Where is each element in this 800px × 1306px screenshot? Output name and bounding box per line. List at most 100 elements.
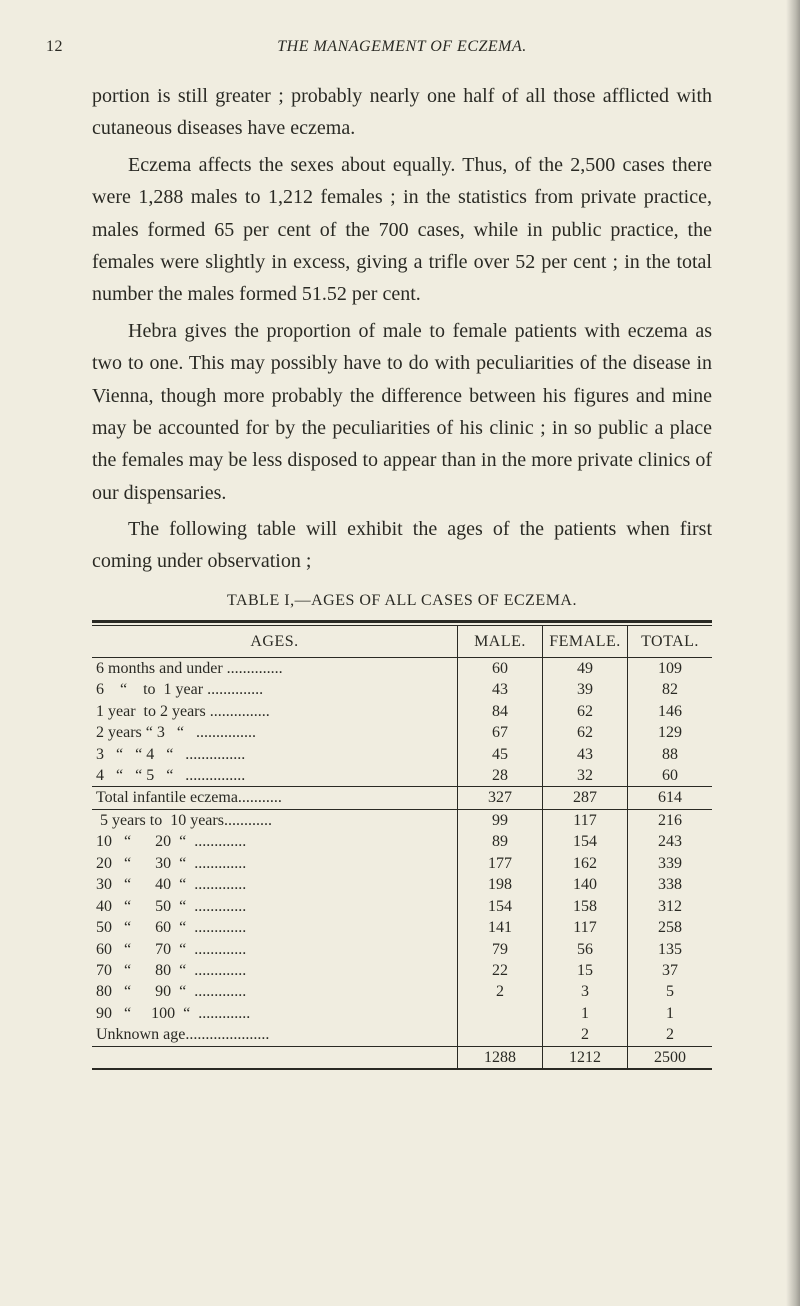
table-header-row: AGES. MALE. FEMALE. TOTAL.	[92, 626, 712, 658]
female-cell: 1	[543, 1003, 628, 1024]
male-cell: 22	[458, 960, 543, 981]
age-label: 80 “ 90 “ .............	[92, 981, 458, 1002]
table-row: 70 “ 80 “ .............221537	[92, 960, 712, 981]
male-cell: 67	[458, 722, 543, 743]
total-cell: 5	[628, 981, 713, 1002]
total-cell: 216	[628, 809, 713, 831]
female-cell: 140	[543, 874, 628, 895]
male-cell: 79	[458, 939, 543, 960]
table-row: 40 “ 50 “ .............154158312	[92, 896, 712, 917]
table-row: 128812122500	[92, 1046, 712, 1068]
female-cell: 43	[543, 744, 628, 765]
table-row: 1 year to 2 years ...............8462146	[92, 701, 712, 722]
total-cell: 1	[628, 1003, 713, 1024]
total-cell: 129	[628, 722, 713, 743]
page-right-shadow	[786, 0, 800, 1306]
age-label: 3 “ “ 4 “ ...............	[92, 744, 458, 765]
female-cell: 62	[543, 701, 628, 722]
th-male: MALE.	[458, 626, 543, 658]
female-cell: 62	[543, 722, 628, 743]
page-number: 12	[46, 38, 63, 56]
female-cell: 117	[543, 809, 628, 831]
male-cell: 99	[458, 809, 543, 831]
total-cell: 258	[628, 917, 713, 938]
th-female: FEMALE.	[543, 626, 628, 658]
total-cell: 243	[628, 831, 713, 852]
table-row: 30 “ 40 “ .............198140338	[92, 874, 712, 895]
female-cell: 49	[543, 657, 628, 679]
table-row: 80 “ 90 “ .............235	[92, 981, 712, 1002]
male-cell	[458, 1003, 543, 1024]
age-label: 30 “ 40 “ .............	[92, 874, 458, 895]
table-row: 20 “ 30 “ .............177162339	[92, 853, 712, 874]
female-cell: 2	[543, 1024, 628, 1046]
male-cell: 327	[458, 787, 543, 809]
table-row: 5 years to 10 years............99117216	[92, 809, 712, 831]
total-cell: 82	[628, 679, 713, 700]
total-cell: 146	[628, 701, 713, 722]
age-label: 10 “ 20 “ .............	[92, 831, 458, 852]
table-row: Unknown age..................... 22	[92, 1024, 712, 1046]
running-title: THE MANAGEMENT OF ECZEMA.	[277, 38, 527, 55]
age-label: 20 “ 30 “ .............	[92, 853, 458, 874]
table-row: 10 “ 20 “ .............89154243	[92, 831, 712, 852]
male-cell: 89	[458, 831, 543, 852]
female-cell: 154	[543, 831, 628, 852]
male-cell: 28	[458, 765, 543, 787]
paragraph-2: Eczema affects the sexes about equally. …	[92, 149, 712, 311]
age-label: 5 years to 10 years............	[92, 809, 458, 831]
age-label: Unknown age.....................	[92, 1024, 458, 1046]
total-cell: 135	[628, 939, 713, 960]
th-total: TOTAL.	[628, 626, 713, 658]
total-cell: 88	[628, 744, 713, 765]
female-cell: 117	[543, 917, 628, 938]
table-row: 2 years “ 3 “ ...............6762129	[92, 722, 712, 743]
female-cell: 3	[543, 981, 628, 1002]
female-cell: 56	[543, 939, 628, 960]
total-cell: 338	[628, 874, 713, 895]
table-row: 4 “ “ 5 “ ...............283260	[92, 765, 712, 787]
age-label: 40 “ 50 “ .............	[92, 896, 458, 917]
male-cell: 84	[458, 701, 543, 722]
total-cell: 37	[628, 960, 713, 981]
th-ages: AGES.	[92, 626, 458, 658]
female-cell: 162	[543, 853, 628, 874]
female-cell: 158	[543, 896, 628, 917]
male-cell: 43	[458, 679, 543, 700]
total-cell: 60	[628, 765, 713, 787]
age-label: 60 “ 70 “ .............	[92, 939, 458, 960]
age-label: 70 “ 80 “ .............	[92, 960, 458, 981]
age-label: 1 year to 2 years ...............	[92, 701, 458, 722]
age-label: 90 “ 100 “ .............	[92, 1003, 458, 1024]
age-label: 6 months and under ..............	[92, 657, 458, 679]
male-cell: 60	[458, 657, 543, 679]
female-cell: 287	[543, 787, 628, 809]
total-cell: 109	[628, 657, 713, 679]
female-cell: 15	[543, 960, 628, 981]
age-label: 50 “ 60 “ .............	[92, 917, 458, 938]
table-row: 6 “ to 1 year ..............433982	[92, 679, 712, 700]
total-cell: 312	[628, 896, 713, 917]
table-row: 6 months and under ..............6049109	[92, 657, 712, 679]
male-cell: 2	[458, 981, 543, 1002]
male-cell: 177	[458, 853, 543, 874]
male-cell: 154	[458, 896, 543, 917]
age-label	[92, 1046, 458, 1068]
female-cell: 32	[543, 765, 628, 787]
age-label: 4 “ “ 5 “ ...............	[92, 765, 458, 787]
male-cell: 1288	[458, 1046, 543, 1068]
running-head: 12 THE MANAGEMENT OF ECZEMA.	[92, 38, 712, 56]
paragraph-3: Hebra gives the proportion of male to fe…	[92, 315, 712, 509]
total-cell: 2	[628, 1024, 713, 1046]
table-wrap: AGES. MALE. FEMALE. TOTAL. 6 months and …	[92, 620, 712, 1070]
female-cell: 1212	[543, 1046, 628, 1068]
table-row: 3 “ “ 4 “ ...............454388	[92, 744, 712, 765]
ages-table: AGES. MALE. FEMALE. TOTAL. 6 months and …	[92, 626, 712, 1068]
female-cell: 39	[543, 679, 628, 700]
male-cell: 198	[458, 874, 543, 895]
total-cell: 2500	[628, 1046, 713, 1068]
table-row: 50 “ 60 “ .............141117258	[92, 917, 712, 938]
male-cell: 141	[458, 917, 543, 938]
age-label: 6 “ to 1 year ..............	[92, 679, 458, 700]
paragraph-1: portion is still greater ; probably near…	[92, 80, 712, 145]
